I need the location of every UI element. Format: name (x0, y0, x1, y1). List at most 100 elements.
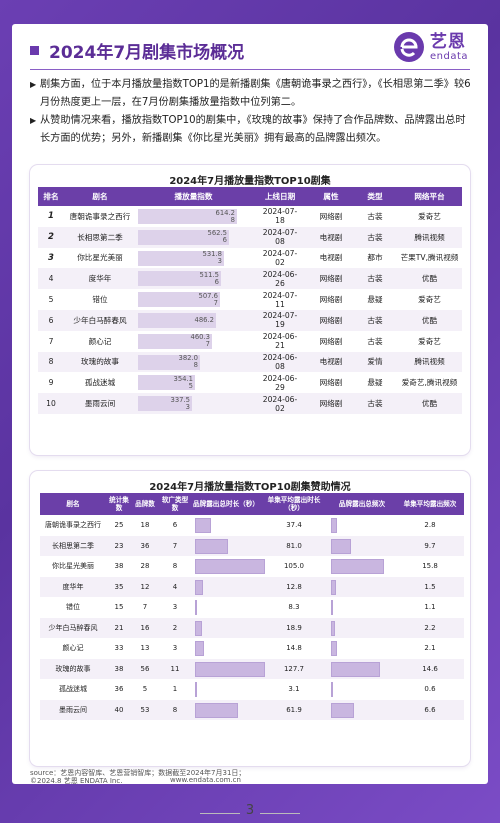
table-row: 孤战迷城 36 5 1 3.1 0.6 (40, 679, 464, 700)
episodes-cell: 38 (106, 556, 132, 577)
logo-text-en: endata (429, 50, 468, 62)
table-row: 4 度华年 511.5 6 2024-06- 26 网络剧 古装 优酷 (38, 268, 462, 290)
play-index-bar: 614.2 8 (138, 209, 237, 224)
platform-cell: 爱奇艺 (397, 206, 462, 227)
page-line-left (200, 813, 240, 814)
total-frequency-bar (331, 682, 333, 697)
avg-duration-cell: 105.0 (260, 556, 328, 577)
top10-table-title: 2024年7月播放量指数TOP10剧集 (169, 176, 331, 187)
drama-name-cell: 错位 (64, 289, 136, 310)
drama-name-cell: 颜心记 (64, 330, 136, 352)
total-duration-cell (192, 597, 260, 618)
play-index-cell: 486.2 (136, 309, 251, 331)
drama-name-cell: 唐朝诡事录之西行 (64, 206, 136, 227)
column-header: 品牌数 (132, 493, 158, 515)
attribute-cell: 电视剧 (309, 351, 353, 373)
attribute-cell: 网络剧 (309, 330, 353, 352)
column-header: 播放量指数 (136, 187, 251, 206)
column-header: 类型 (353, 187, 397, 206)
column-header: 网络平台 (397, 187, 462, 206)
bullet-text: 从赞助情况来看，播放指数TOP10的剧集中，《玫瑰的故事》保持了合作品牌数、品牌… (40, 115, 466, 144)
avg-duration-cell: 127.7 (260, 658, 328, 679)
brands-cell: 16 (132, 617, 158, 638)
ad-types-cell: 11 (158, 658, 192, 679)
website: www.endata.com.cn (170, 776, 241, 784)
release-date-cell: 2024-06- 26 (251, 268, 309, 290)
total-frequency-cell (328, 638, 396, 659)
play-index-label: 511.5 6 (199, 270, 219, 286)
play-index-label: 460.3 7 (190, 333, 210, 349)
avg-frequency-cell: 6.6 (396, 699, 464, 720)
column-header: 品牌露出总频次 (328, 493, 396, 515)
total-frequency-bar (331, 600, 333, 615)
release-date-cell: 2024-07- 19 (251, 309, 309, 331)
episodes-cell: 23 (106, 535, 132, 556)
title-row: 2024年7月剧集市场概况 (30, 38, 244, 63)
genre-cell: 古装 (353, 330, 397, 352)
platform-cell: 优酷 (397, 268, 462, 290)
total-duration-cell (192, 617, 260, 638)
source-note: source：艺恩内容智库、艺恩营销智库；数据截至2024年7月31日； (30, 769, 246, 777)
table-row: 5 错位 507.6 7 2024-07- 11 网络剧 悬疑 爱奇艺 (38, 289, 462, 310)
play-index-label: 614.2 8 (215, 208, 235, 224)
drama-name-cell: 玫瑰的故事 (64, 351, 136, 373)
sponsor-table: 剧名 统计集数 品牌数 软广类型数 品牌露出总时长（秒） 单集平均露出时长（秒）… (40, 493, 464, 720)
genre-cell: 古装 (353, 309, 397, 331)
attribute-cell: 网络剧 (309, 206, 353, 227)
ad-types-cell: 6 (158, 515, 192, 536)
brands-cell: 56 (132, 658, 158, 679)
table-row: 你比星光美丽 38 28 8 105.0 15.8 (40, 556, 464, 577)
avg-frequency-cell: 14.6 (396, 658, 464, 679)
total-duration-bar (195, 518, 211, 533)
avg-duration-cell: 12.8 (260, 576, 328, 597)
play-index-cell: 382.0 8 (136, 351, 251, 373)
drama-name-cell: 唐朝诡事录之西行 (40, 515, 106, 536)
title-divider (30, 69, 470, 70)
table-row: 2 长相思第二季 562.5 6 2024-07- 08 电视剧 古装 腾讯视频 (38, 226, 462, 248)
attribute-cell: 网络剧 (309, 372, 353, 394)
drama-name-cell: 玫瑰的故事 (40, 658, 106, 679)
release-date-cell: 2024-06- 02 (251, 393, 309, 414)
total-frequency-cell (328, 597, 396, 618)
total-frequency-cell (328, 556, 396, 577)
play-index-bar: 337.5 3 (138, 396, 192, 412)
drama-name-cell: 墨雨云间 (64, 393, 136, 414)
bullet-triangle-icon: ▶ (30, 80, 37, 89)
avg-frequency-cell: 15.8 (396, 556, 464, 577)
platform-cell: 腾讯视频 (397, 351, 462, 373)
total-frequency-cell (328, 679, 396, 700)
episodes-cell: 15 (106, 597, 132, 618)
top10-table-header: 排名 剧名 播放量指数 上线日期 属性 类型 网络平台 (38, 187, 462, 206)
column-header: 单集平均露出时长（秒） (260, 493, 328, 515)
table-row: 长相思第二季 23 36 7 81.0 9.7 (40, 535, 464, 556)
platform-cell: 优酷 (397, 393, 462, 414)
ad-types-cell: 8 (158, 699, 192, 720)
play-index-label: 562.5 6 (207, 229, 227, 245)
rank-cell: 5 (38, 289, 64, 310)
genre-cell: 爱情 (353, 351, 397, 373)
avg-frequency-cell: 2.2 (396, 617, 464, 638)
table-row: 少年白马醉春风 21 16 2 18.9 2.2 (40, 617, 464, 638)
total-duration-bar (195, 682, 197, 697)
episodes-cell: 21 (106, 617, 132, 638)
sponsor-table-title: 2024年7月播放量指数TOP10剧集赞助情况 (149, 482, 351, 493)
play-index-label: 382.0 8 (178, 354, 198, 370)
avg-frequency-cell: 2.1 (396, 638, 464, 659)
attribute-cell: 网络剧 (309, 309, 353, 331)
top10-table-panel: 2024年7月播放量指数TOP10剧集 排名 剧名 播放量指数 上线日期 属性 … (30, 165, 470, 455)
table-row: 玫瑰的故事 38 56 11 127.7 14.6 (40, 658, 464, 679)
release-date-cell: 2024-06- 21 (251, 330, 309, 352)
total-frequency-cell (328, 576, 396, 597)
release-date-cell: 2024-06- 08 (251, 351, 309, 373)
avg-frequency-cell: 2.8 (396, 515, 464, 536)
play-index-label: 507.6 7 (198, 291, 218, 307)
platform-cell: 腾讯视频 (397, 226, 462, 248)
total-duration-bar (195, 579, 203, 595)
page-line-right (260, 813, 300, 814)
logo-text-cn: 艺恩 (429, 31, 466, 52)
release-date-cell: 2024-07- 08 (251, 226, 309, 248)
play-index-cell: 562.5 6 (136, 226, 251, 248)
drama-name-cell: 少年白马醉春风 (40, 617, 106, 638)
total-frequency-cell (328, 699, 396, 720)
avg-duration-cell: 8.3 (260, 597, 328, 618)
